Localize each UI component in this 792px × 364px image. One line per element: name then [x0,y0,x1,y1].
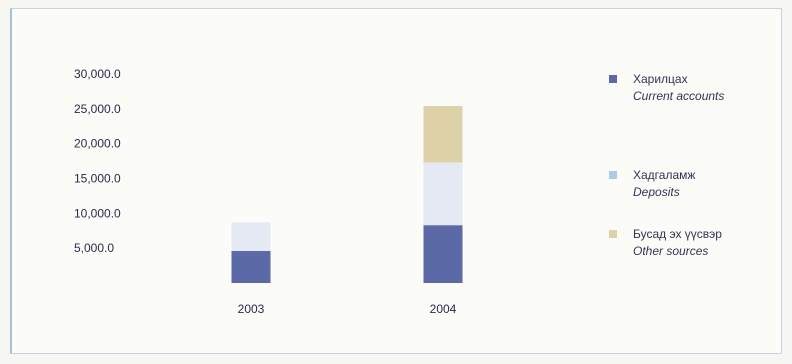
legend-swatch [609,171,617,179]
y-tick-label: 15,000.0 [74,172,121,186]
x-tick-label: 2004 [430,302,457,316]
bar-segment-2003-1 [231,222,271,251]
y-tick-label: 10,000.0 [74,206,121,220]
bars [231,106,463,283]
x-tick-label: 2003 [238,302,265,316]
bar-segment-2004-2 [423,106,463,163]
y-tick-label: 20,000.0 [74,137,121,151]
legend-label: Хадгаламж [633,168,695,182]
bar-segment-2004-0 [423,225,463,283]
chart-frame [10,8,782,354]
legend-label: Харилцах [633,72,688,86]
legend-sublabel: Deposits [633,185,680,199]
legend-label: Бусад эх үүсвэр [633,227,722,241]
bar-segment-2003-0 [231,250,271,283]
legend: Харилцах Current accounts Хадгаламж Deposit… [609,72,724,258]
y-axis-ticks: 30,000.0 25,000.0 20,000.0 15,000.0 10,000.0… [74,67,121,255]
legend-sublabel: Other sources [633,244,708,258]
legend-swatch [609,75,617,83]
legend-swatch [609,230,617,238]
legend-sublabel: Current accounts [633,89,724,103]
x-axis-ticks: 2003 2004 [238,302,457,316]
y-tick-label: 25,000.0 [74,102,121,116]
bar-segment-2004-1 [423,162,463,226]
y-tick-label: 30,000.0 [74,67,121,81]
y-tick-label: 5,000.0 [74,241,114,255]
